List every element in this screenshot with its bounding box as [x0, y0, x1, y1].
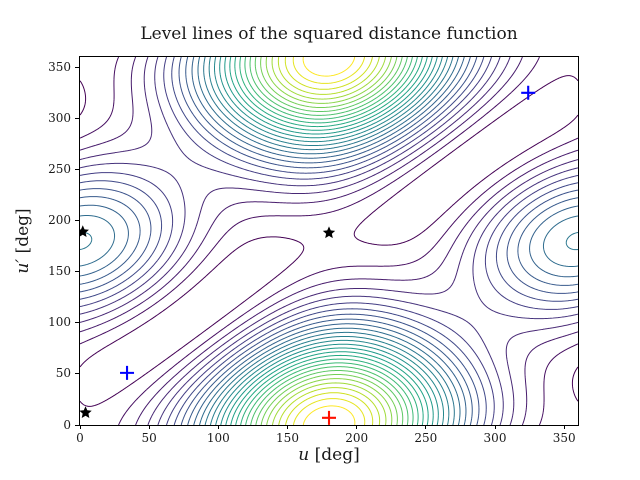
x-tick-mark [217, 425, 219, 429]
x-tick-mark [494, 425, 496, 429]
y-tick-mark [75, 373, 79, 375]
y-tick-mark [75, 117, 79, 119]
y-tick-mark [75, 66, 79, 68]
y-tick-mark [75, 220, 79, 222]
x-axis-label: u [deg] [80, 445, 578, 465]
x-tick-mark [148, 425, 150, 429]
x-tick-label: 150 [276, 431, 299, 445]
y-axis-label-variable: u′ [13, 258, 33, 274]
x-tick-mark [425, 425, 427, 429]
x-tick-label: 200 [345, 431, 369, 445]
x-axis-label-unit: [deg] [309, 445, 360, 465]
x-tick-mark [287, 425, 288, 429]
y-tick-mark [75, 271, 79, 273]
y-tick-mark [75, 322, 79, 324]
x-tick-label: 100 [206, 431, 230, 445]
y-tick-mark [75, 168, 79, 170]
x-tick-label: 50 [141, 431, 157, 445]
y-tick-label: 150 [48, 264, 71, 279]
x-tick-label: 0 [76, 431, 84, 445]
x-tick-label: 350 [552, 431, 576, 445]
x-tick-label: 300 [483, 431, 507, 445]
y-tick-label: 200 [48, 213, 71, 228]
x-tick-label: 250 [414, 431, 438, 445]
y-tick-label: 350 [48, 59, 71, 74]
y-tick-label: 300 [48, 110, 71, 125]
y-axis-label-unit: [deg] [13, 208, 33, 259]
y-axis-label: u′ [deg] [13, 170, 35, 312]
contour-plot-canvas [80, 57, 578, 425]
y-tick-mark [75, 424, 79, 426]
chart-title: Level lines of the squared distance func… [140, 24, 518, 44]
plot-area [79, 56, 579, 426]
y-tick-label: 100 [48, 315, 71, 330]
y-tick-label: 0 [63, 417, 71, 432]
x-tick-mark [563, 425, 565, 429]
x-tick-mark [79, 425, 81, 429]
y-tick-label: 50 [55, 366, 71, 381]
x-tick-mark [356, 425, 358, 429]
x-axis-label-variable: u [298, 445, 310, 465]
y-tick-label: 250 [48, 161, 71, 176]
